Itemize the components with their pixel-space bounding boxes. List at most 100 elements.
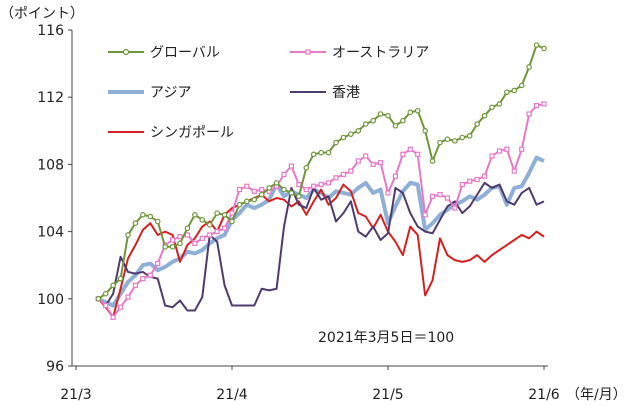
data-point-marker [288,163,295,169]
data-point-marker [199,235,205,241]
data-point-marker [377,160,384,166]
data-point-marker [214,229,220,235]
data-point-marker [169,243,176,250]
data-point-marker [362,121,369,127]
data-point-marker [496,148,503,154]
y-tick-label: 112 [37,90,64,106]
data-point-marker [489,104,495,111]
data-point-marker [125,294,131,300]
data-point-marker [459,134,466,141]
data-point-marker [206,222,213,228]
data-point-marker [348,131,354,137]
data-point-marker [103,302,109,309]
data-point-marker [474,121,480,127]
data-point-marker [467,178,473,184]
series-line [97,181,545,312]
data-point-marker [221,212,228,218]
y-tick-label: 108 [37,157,64,173]
data-point-marker [325,149,332,156]
data-point-marker [296,181,302,188]
data-point-marker [310,151,317,158]
data-point-marker [533,102,540,109]
data-point-marker [325,180,332,186]
data-point-marker [251,188,257,194]
series-line [97,155,545,308]
data-point-marker [504,146,510,152]
base-date-annotation: 2021年3月5日＝100 [318,330,454,346]
x-tick-label: 21/4 [216,387,248,403]
data-point-marker [444,195,451,201]
data-point-marker [259,187,265,193]
data-point-marker [311,183,317,189]
data-point-marker [481,173,488,179]
legend-label: シンガポール [150,125,234,141]
data-point-marker [117,275,124,282]
data-point-marker [162,243,168,250]
data-point-marker [414,107,421,114]
data-point-marker [437,192,443,198]
data-point-marker [429,158,436,164]
data-point-marker [466,133,473,139]
plot-area [95,42,547,320]
data-point-marker [385,190,391,196]
y-tick-label: 96 [46,359,64,375]
data-point-marker [303,164,310,171]
data-point-marker [504,89,510,95]
data-point-marker [318,181,324,188]
data-point-marker [296,193,302,200]
data-point-marker [177,240,183,247]
data-point-marker [459,181,465,188]
data-point-marker [519,146,525,152]
data-point-marker [474,176,480,183]
data-point-marker [496,101,503,107]
data-point-marker [452,205,458,211]
data-point-marker [333,175,339,181]
data-point-marker [199,217,206,223]
data-point-marker [526,111,532,117]
legend-marker [305,49,311,55]
data-point-marker [429,193,436,199]
data-point-marker [518,82,525,89]
data-point-marker [407,109,414,116]
data-point-marker [541,101,547,107]
data-point-marker [392,173,399,179]
data-point-marker [355,128,362,134]
data-point-marker [437,139,443,146]
data-point-marker [184,225,191,232]
data-point-marker [229,218,235,225]
data-point-marker [489,153,495,159]
data-point-marker [147,213,154,220]
y-tick-label: 100 [37,292,64,308]
data-point-marker [117,304,124,310]
data-point-marker [333,139,339,146]
data-point-marker [258,191,265,198]
data-point-marker [318,149,324,156]
data-point-marker [452,138,458,144]
data-point-marker [281,186,287,193]
legend-label: 香港 [332,85,360,101]
data-point-marker [207,232,213,238]
data-point-marker [251,196,258,203]
data-point-marker [422,212,428,218]
data-point-marker [370,117,376,124]
y-tick-label: 116 [37,23,64,39]
y-axis-ticks: 96 100 104 108 112 116 [37,23,72,375]
x-axis-ticks: 21/3 21/4 21/5 21/6 [60,366,560,403]
x-axis-unit-label: （年/月） [566,387,627,403]
data-point-marker [132,282,139,288]
data-point-marker [422,128,428,134]
data-point-marker [125,232,131,238]
data-point-marker [377,111,384,117]
data-point-marker [481,112,488,119]
data-point-marker [370,161,376,167]
data-point-marker [214,210,220,216]
data-point-marker [355,158,361,164]
data-point-marker [415,151,421,157]
data-point-marker [154,218,161,225]
data-point-marker [363,153,369,159]
data-point-marker [184,232,191,238]
data-point-marker [385,112,391,119]
data-point-marker [192,212,198,218]
